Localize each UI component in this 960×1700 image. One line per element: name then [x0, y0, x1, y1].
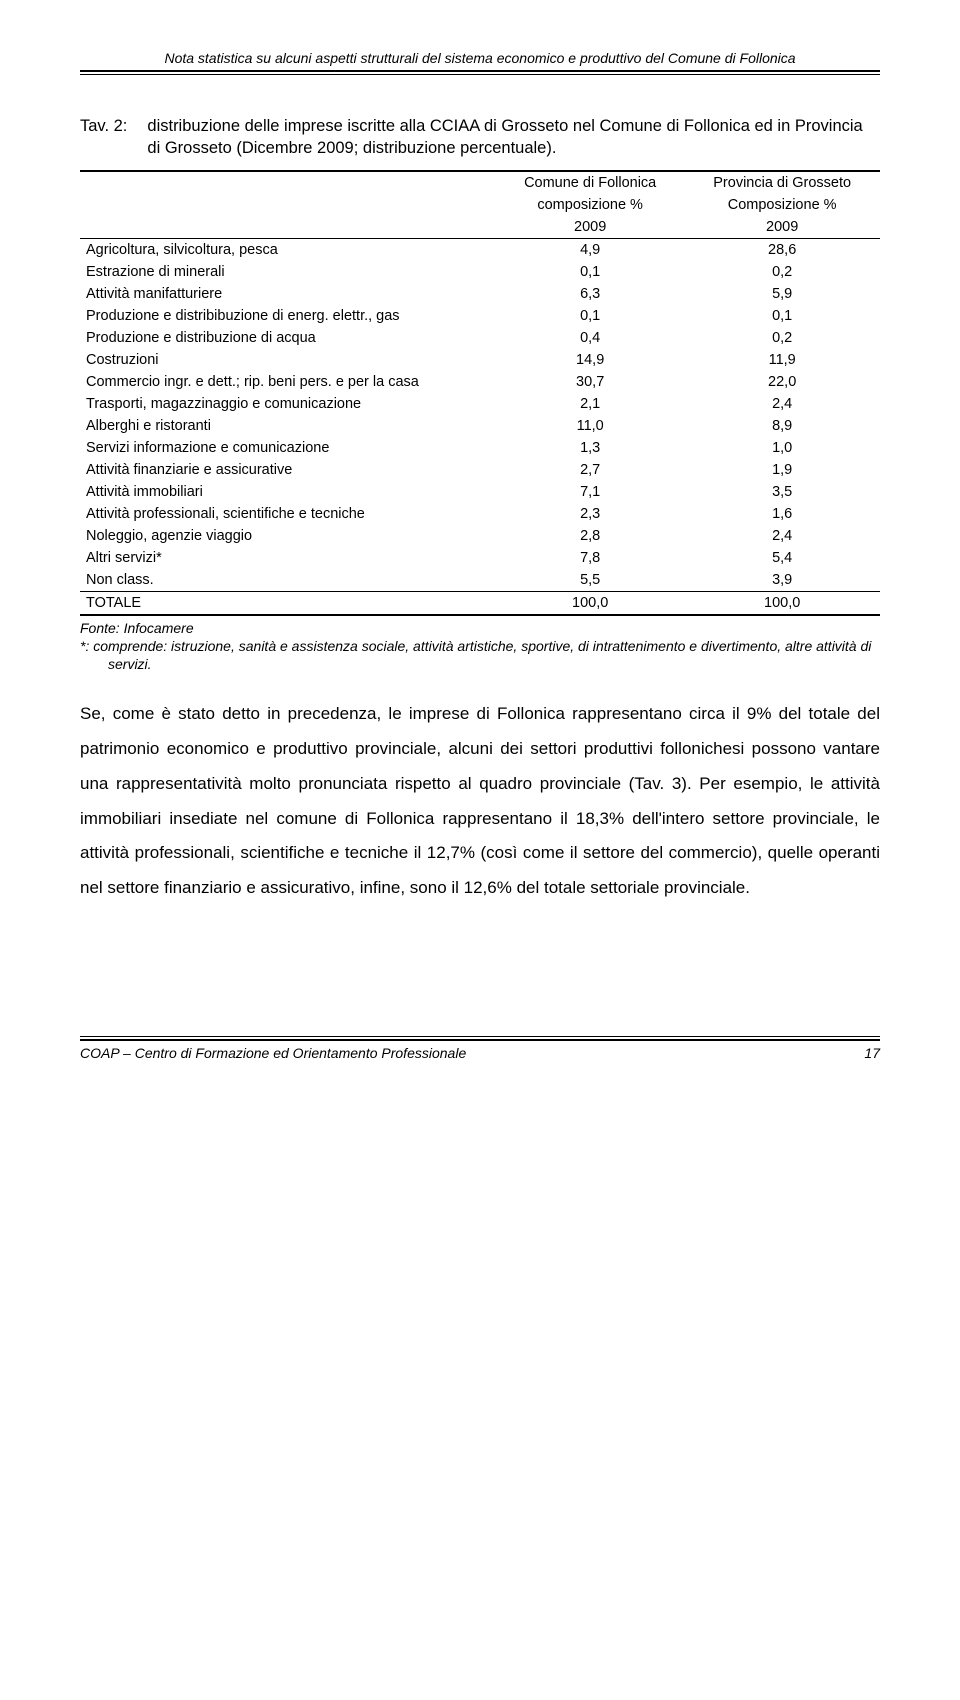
row-label: Trasporti, magazzinaggio e comunicazione	[80, 393, 496, 415]
row-value-2: 28,6	[684, 238, 880, 261]
table-row: Agricoltura, silvicoltura, pesca4,928,6	[80, 238, 880, 261]
page-header-title: Nota statistica su alcuni aspetti strutt…	[80, 50, 880, 72]
row-value-1: 14,9	[496, 349, 684, 371]
table-row: Estrazione di minerali0,10,2	[80, 261, 880, 283]
row-value-1: 0,1	[496, 261, 684, 283]
row-value-2: 1,9	[684, 459, 880, 481]
row-label: Attività finanziarie e assicurative	[80, 459, 496, 481]
table-row: Servizi informazione e comunicazione1,31…	[80, 437, 880, 459]
row-value-2: 11,9	[684, 349, 880, 371]
table-row: Produzione e distribuzione di acqua0,40,…	[80, 327, 880, 349]
row-label: Commercio ingr. e dett.; rip. beni pers.…	[80, 371, 496, 393]
row-label: Servizi informazione e comunicazione	[80, 437, 496, 459]
table-row: Trasporti, magazzinaggio e comunicazione…	[80, 393, 880, 415]
caption-label: Tav. 2:	[80, 115, 147, 160]
row-label: Alberghi e ristoranti	[80, 415, 496, 437]
row-label: Produzione e distribuzione di acqua	[80, 327, 496, 349]
row-label: Attività manifatturiere	[80, 283, 496, 305]
row-value-2: 5,9	[684, 283, 880, 305]
table-row: Non class.5,53,9	[80, 569, 880, 592]
row-value-2: 1,6	[684, 503, 880, 525]
col-header-1b: composizione %	[496, 194, 684, 216]
table-row: Noleggio, agenzie viaggio2,82,4	[80, 525, 880, 547]
row-value-1: 4,9	[496, 238, 684, 261]
row-label: Non class.	[80, 569, 496, 592]
row-value-2: 1,0	[684, 437, 880, 459]
body-paragraph: Se, come è stato detto in precedenza, le…	[80, 697, 880, 906]
table-row: Attività manifatturiere6,35,9	[80, 283, 880, 305]
source-line1: Fonte: Infocamere	[80, 620, 194, 636]
total-v1: 100,0	[496, 591, 684, 615]
col-header-2c: 2009	[684, 216, 880, 239]
table-source: Fonte: Infocamere *: comprende: istruzio…	[80, 619, 880, 674]
row-value-1: 2,1	[496, 393, 684, 415]
row-label: Noleggio, agenzie viaggio	[80, 525, 496, 547]
total-v2: 100,0	[684, 591, 880, 615]
row-value-1: 2,3	[496, 503, 684, 525]
row-label: Altri servizi*	[80, 547, 496, 569]
row-label: Produzione e distribibuzione di energ. e…	[80, 305, 496, 327]
row-value-1: 7,8	[496, 547, 684, 569]
row-value-1: 11,0	[496, 415, 684, 437]
row-label: Agricoltura, silvicoltura, pesca	[80, 238, 496, 261]
table-row: Attività immobiliari7,13,5	[80, 481, 880, 503]
page-footer: COAP – Centro di Formazione ed Orientame…	[80, 1036, 880, 1061]
footer-left: COAP – Centro di Formazione ed Orientame…	[80, 1045, 466, 1061]
row-value-2: 2,4	[684, 393, 880, 415]
table-row: Alberghi e ristoranti11,08,9	[80, 415, 880, 437]
col-header-1a: Comune di Follonica	[496, 171, 684, 194]
table-row: Commercio ingr. e dett.; rip. beni pers.…	[80, 371, 880, 393]
table-row: Produzione e distribibuzione di energ. e…	[80, 305, 880, 327]
row-value-1: 1,3	[496, 437, 684, 459]
header-rule	[80, 74, 880, 75]
col-header-2a: Provincia di Grosseto	[684, 171, 880, 194]
row-value-1: 2,7	[496, 459, 684, 481]
row-value-2: 0,2	[684, 327, 880, 349]
data-table: Comune di Follonica Provincia di Grosset…	[80, 170, 880, 616]
row-value-2: 8,9	[684, 415, 880, 437]
row-value-2: 3,5	[684, 481, 880, 503]
row-value-1: 5,5	[496, 569, 684, 592]
caption-text: distribuzione delle imprese iscritte all…	[147, 115, 880, 160]
row-value-1: 30,7	[496, 371, 684, 393]
table-row: Altri servizi*7,85,4	[80, 547, 880, 569]
table-row: Costruzioni14,911,9	[80, 349, 880, 371]
col-header-1c: 2009	[496, 216, 684, 239]
source-line2: *: comprende: istruzione, sanità e assis…	[80, 637, 880, 673]
row-label: Costruzioni	[80, 349, 496, 371]
row-value-2: 5,4	[684, 547, 880, 569]
row-value-1: 2,8	[496, 525, 684, 547]
row-value-2: 2,4	[684, 525, 880, 547]
row-label: Estrazione di minerali	[80, 261, 496, 283]
row-value-1: 7,1	[496, 481, 684, 503]
row-value-2: 22,0	[684, 371, 880, 393]
col-header-2b: Composizione %	[684, 194, 880, 216]
footer-page-number: 17	[864, 1045, 880, 1061]
table-row: Attività professionali, scientifiche e t…	[80, 503, 880, 525]
row-label: Attività professionali, scientifiche e t…	[80, 503, 496, 525]
row-label: Attività immobiliari	[80, 481, 496, 503]
row-value-2: 3,9	[684, 569, 880, 592]
row-value-1: 0,1	[496, 305, 684, 327]
row-value-2: 0,1	[684, 305, 880, 327]
row-value-2: 0,2	[684, 261, 880, 283]
table-caption: Tav. 2: distribuzione delle imprese iscr…	[80, 115, 880, 160]
table-row: Attività finanziarie e assicurative2,71,…	[80, 459, 880, 481]
row-value-1: 0,4	[496, 327, 684, 349]
row-value-1: 6,3	[496, 283, 684, 305]
total-label: TOTALE	[80, 591, 496, 615]
